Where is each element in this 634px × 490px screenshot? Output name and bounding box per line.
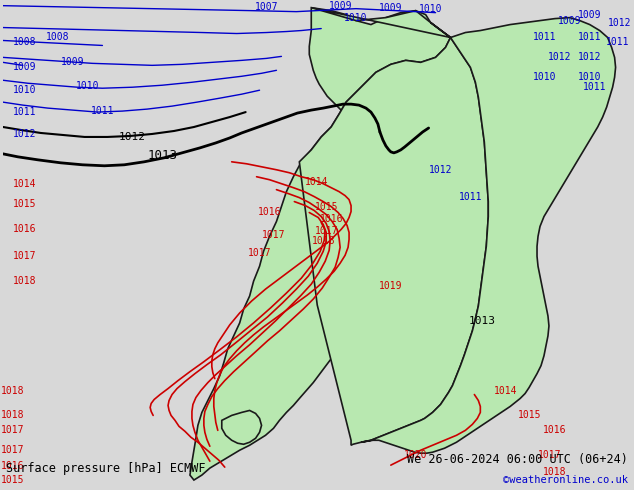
Text: 1013: 1013: [147, 149, 177, 162]
Text: 1008: 1008: [13, 37, 37, 48]
Text: 1017: 1017: [1, 425, 25, 435]
Text: 1016: 1016: [258, 207, 281, 217]
Text: 1010: 1010: [533, 73, 557, 82]
Text: 1015: 1015: [314, 201, 338, 212]
Text: 1011: 1011: [606, 37, 630, 48]
Text: 1011: 1011: [458, 192, 482, 201]
Text: We 26-06-2024 06:00 UTC (06+24): We 26-06-2024 06:00 UTC (06+24): [407, 452, 628, 466]
Polygon shape: [299, 8, 488, 445]
Text: 1009: 1009: [13, 62, 37, 73]
Text: 1012: 1012: [13, 129, 37, 139]
Text: 1018: 1018: [1, 386, 25, 395]
Text: 1018: 1018: [1, 411, 25, 420]
Polygon shape: [361, 18, 616, 453]
Text: 1014: 1014: [13, 179, 37, 189]
Text: 1017: 1017: [314, 226, 338, 237]
Text: 1011: 1011: [91, 106, 114, 116]
Text: 1009: 1009: [61, 57, 84, 67]
Text: 1009: 1009: [379, 2, 403, 13]
Text: 1018: 1018: [543, 467, 567, 477]
Text: 1014: 1014: [493, 386, 517, 395]
Text: Surface pressure [hPa] ECMWF: Surface pressure [hPa] ECMWF: [6, 462, 206, 475]
Text: 1010: 1010: [578, 73, 602, 82]
Text: 1018: 1018: [13, 276, 37, 286]
Text: 1011: 1011: [13, 107, 37, 117]
Text: 1015: 1015: [13, 198, 37, 209]
Text: 1016: 1016: [543, 425, 567, 435]
Text: 1012: 1012: [608, 18, 631, 27]
Text: ©weatheronline.co.uk: ©weatheronline.co.uk: [503, 475, 628, 485]
Text: 1009: 1009: [558, 16, 581, 25]
Text: 1008: 1008: [46, 32, 69, 43]
Text: 1017: 1017: [538, 450, 562, 460]
Text: 1015: 1015: [1, 475, 25, 485]
Text: 1011: 1011: [578, 32, 602, 43]
Text: 1012: 1012: [119, 132, 146, 142]
Text: 1015: 1015: [519, 411, 542, 420]
Text: 1010: 1010: [344, 13, 368, 23]
Polygon shape: [190, 8, 451, 480]
Text: 1014: 1014: [304, 177, 328, 187]
Text: 1011: 1011: [583, 82, 607, 92]
Text: 1012: 1012: [548, 52, 572, 62]
Text: 1010: 1010: [13, 85, 37, 95]
Text: 1009: 1009: [578, 10, 602, 20]
Text: 1016: 1016: [13, 224, 37, 234]
Text: 1020: 1020: [404, 450, 427, 460]
Text: 1017: 1017: [1, 445, 25, 455]
Text: 1013: 1013: [469, 316, 496, 326]
Text: 1012: 1012: [429, 165, 452, 175]
Text: 1017: 1017: [13, 251, 37, 261]
Polygon shape: [222, 411, 262, 444]
Text: 1012: 1012: [578, 52, 602, 62]
Text: 1011: 1011: [533, 32, 557, 43]
Text: 1007: 1007: [255, 1, 278, 12]
Text: 1018: 1018: [311, 236, 335, 246]
Text: 1017: 1017: [262, 230, 285, 241]
Text: 1016: 1016: [320, 215, 343, 224]
Text: 1009: 1009: [329, 0, 353, 11]
Text: 1010: 1010: [75, 81, 100, 91]
Text: 1019: 1019: [379, 281, 403, 291]
Text: 1017: 1017: [248, 248, 271, 258]
Text: 1010: 1010: [419, 3, 443, 14]
Text: 1016: 1016: [1, 461, 25, 471]
